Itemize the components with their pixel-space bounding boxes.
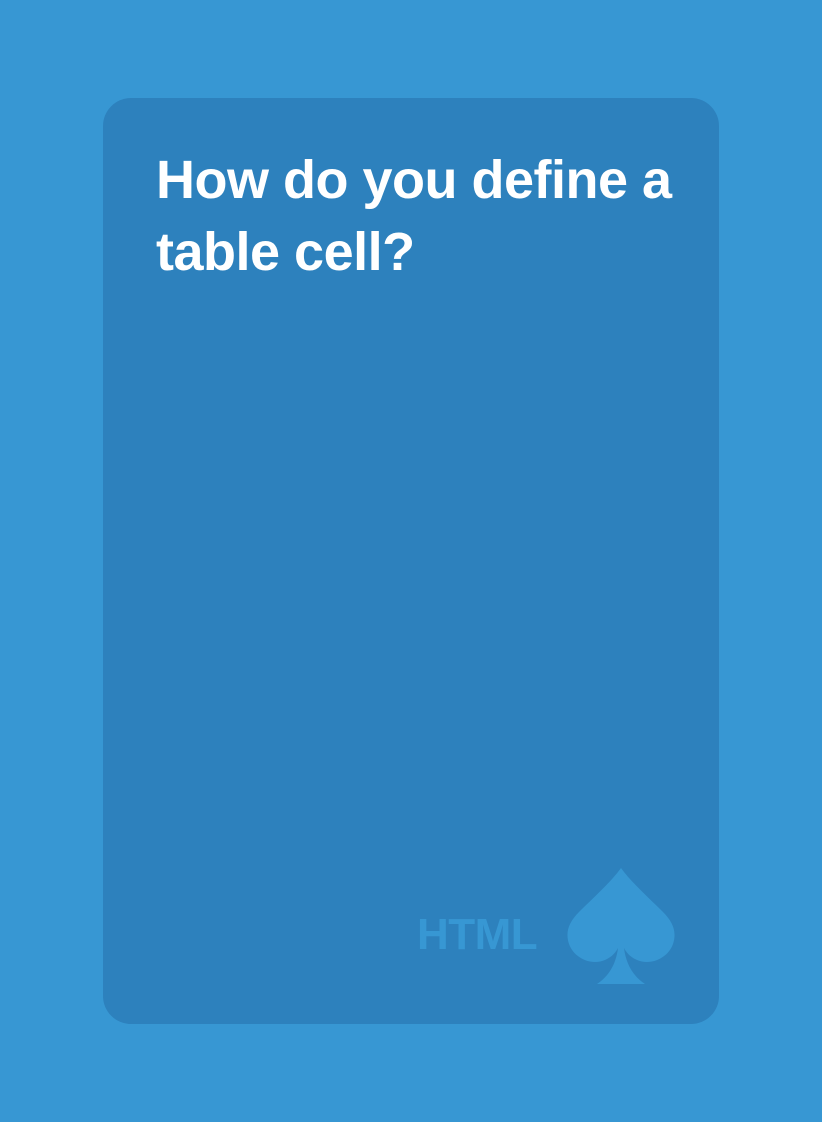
- card-question: How do you define a table cell?: [156, 150, 672, 282]
- spade-icon: [567, 868, 675, 984]
- card-category-label: HTML: [417, 910, 538, 959]
- question-card: How do you define a table cell? HTML: [103, 98, 719, 1024]
